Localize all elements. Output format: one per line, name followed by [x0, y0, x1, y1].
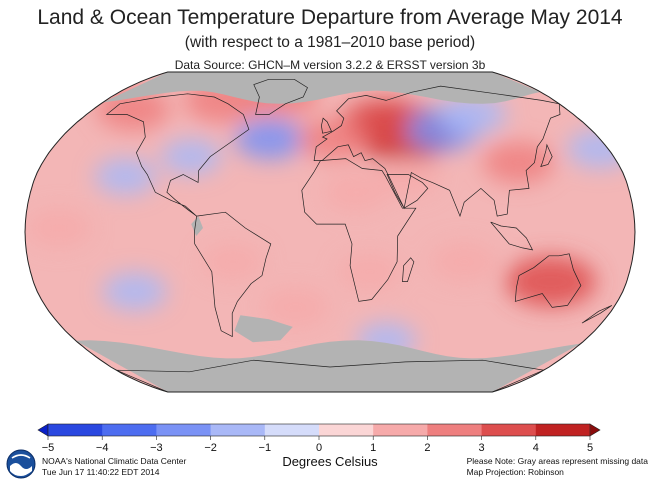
noaa-logo-icon: [6, 449, 36, 479]
colorbar-tick-label: −4: [96, 442, 109, 452]
colorbar-bin: [264, 424, 293, 436]
credit-timestamp: Tue Jun 17 11:40:22 EDT 2014: [42, 467, 160, 477]
missing-data-arctic: [102, 72, 541, 104]
noaa-logo: [6, 449, 36, 479]
note-block: Please Note: Gray areas represent missin…: [467, 456, 648, 478]
anomaly-region-south-america: [201, 243, 264, 281]
colorbar-bin: [427, 424, 455, 436]
colorbar-bin: [156, 424, 184, 436]
landmass-greenland: [253, 78, 308, 115]
colorbar-bin: [535, 424, 564, 436]
landmass-antarctica: [116, 359, 545, 392]
map-title: Land & Ocean Temperature Departure from …: [37, 6, 623, 29]
anomaly-region-south-atlantic: [260, 287, 330, 328]
anomaly-region-tropical-pacific: [26, 208, 92, 248]
data-source-line: Data Source: GHCN–M version 3.2.2 & ERSS…: [174, 58, 486, 72]
colorbar-low-extend: [37, 423, 49, 437]
coastlines: [105, 78, 612, 392]
colorbar: −5 −4 −3 −2 −1 0 1 2 3 4 5: [0, 400, 660, 454]
anomaly-region-south-pacific: [102, 272, 167, 311]
landmass-africa: [301, 158, 417, 302]
colorbar-units-label: Degrees Celsius: [282, 454, 378, 469]
anomaly-region-australia: [505, 256, 597, 308]
colorbar-bin: [183, 424, 212, 436]
colorbar-bin: [102, 424, 130, 436]
colorbar-tick-label: −3: [150, 442, 163, 452]
colorbar-bin: [291, 424, 320, 436]
anomaly-region-africa-north: [321, 172, 389, 212]
colorbar-tick-label: 0: [316, 442, 322, 452]
colorbar-svg: −5 −4 −3 −2 −1 0 1 2 3 4 5: [37, 423, 601, 454]
missing-data-south-atlantic: [234, 315, 293, 343]
anomaly-region-north-pacific: [567, 129, 634, 169]
colorbar-bin: [319, 424, 347, 436]
colorbar-bin: [454, 424, 483, 436]
landmass-madagascar: [402, 257, 415, 282]
colorbar-bin: [75, 424, 103, 436]
map-svg: [24, 71, 636, 393]
credit-block: NOAA's National Climatic Data Center Tue…: [42, 456, 186, 478]
colorbar-bin: [508, 424, 537, 436]
colorbar-tick-label: 2: [424, 442, 430, 452]
globe-outline: [24, 71, 636, 393]
colorbar-bin: [48, 424, 76, 436]
landmass-australia: [514, 253, 582, 308]
colorbar-tick-label: 4: [533, 442, 539, 452]
anomaly-region-east-pacific: [94, 158, 157, 195]
projection-note: Map Projection: Robinson: [466, 467, 564, 477]
landmass-new-zealand: [581, 305, 612, 324]
missing-data-layer: [75, 72, 581, 392]
missing-data-pacific-coast: [191, 216, 203, 236]
landmass-arabia: [386, 174, 429, 209]
landmass-british-isles: [321, 117, 332, 134]
anomaly-region-siberia: [437, 94, 507, 135]
anomaly-region-eastern-usa: [161, 138, 222, 175]
colorbar-tick-label: −5: [42, 442, 55, 452]
landmass-south-america: [194, 211, 272, 338]
colorbar-bin: [210, 424, 239, 436]
colorbar-tick-label: −1: [259, 442, 272, 452]
anomaly-region-middle-east: [376, 157, 441, 196]
anomaly-region-north-atlantic: [235, 118, 305, 160]
colorbar-bin: [400, 424, 428, 436]
world-map: [0, 70, 660, 400]
colorbar-tick-label: 5: [587, 442, 593, 452]
colorbar-tick-label: 3: [479, 442, 485, 452]
credit-organization: NOAA's National Climatic Data Center: [42, 456, 187, 466]
colorbar-bin: [346, 424, 374, 436]
colorbar-tick-label: 1: [370, 442, 376, 452]
colorbar-bin: [129, 424, 157, 436]
colorbar-bin: [373, 424, 401, 436]
colorbar-tick-label: −2: [204, 442, 217, 452]
landmass-north-america: [105, 93, 250, 217]
landmass-eurasia: [313, 85, 561, 218]
missing-data-note: Please Note: Gray areas represent missin…: [466, 456, 648, 466]
colorbar-bin: [562, 424, 591, 436]
anomaly-region-east-asia: [482, 141, 555, 184]
missing-data-antarctic: [75, 340, 581, 392]
landmass-japan: [540, 143, 553, 168]
landmass-indonesia: [490, 221, 534, 251]
map-subtitle: (with respect to a 1981–2010 base period…: [184, 34, 476, 51]
colorbar-high-extend: [589, 423, 601, 437]
colorbar-bin: [237, 424, 266, 436]
anomaly-region-western-europe: [298, 118, 368, 160]
anomaly-region-indian-ocean: [430, 241, 499, 282]
colorbar-bin: [481, 424, 510, 436]
